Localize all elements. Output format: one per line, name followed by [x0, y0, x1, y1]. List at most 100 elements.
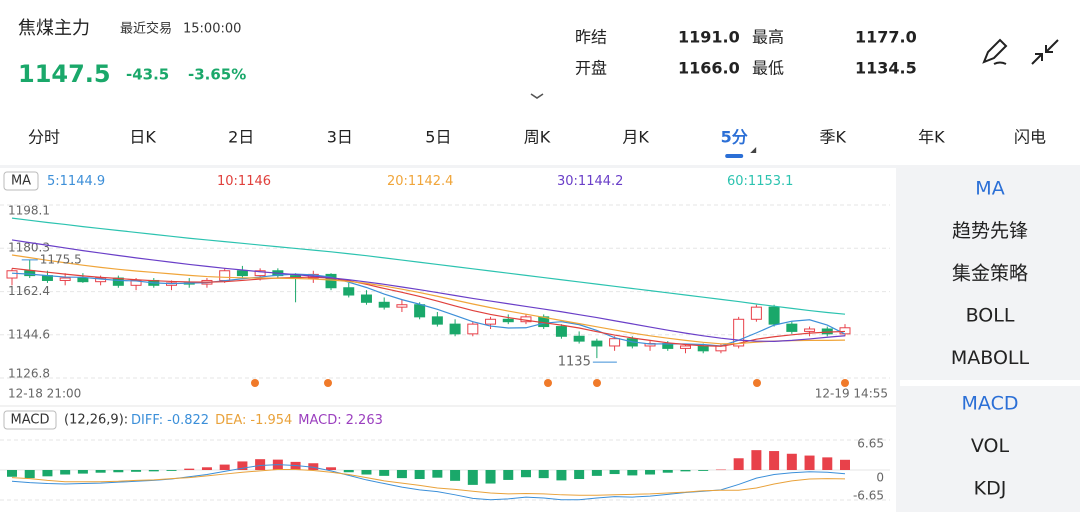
macd-bar: [326, 467, 337, 470]
indicator-option[interactable]: KDJ: [974, 477, 1007, 499]
period-tab[interactable]: 分时: [28, 128, 60, 147]
macd-bar: [485, 470, 496, 484]
indicator-option[interactable]: MA: [975, 178, 1004, 200]
candle-body: [679, 345, 691, 349]
arrow-in-bottom: [1031, 53, 1043, 65]
candle-body: [786, 323, 798, 332]
macd-bar: [184, 468, 195, 470]
legend-value: -0.822: [167, 413, 209, 428]
period-tab[interactable]: 年K: [918, 128, 945, 147]
candle-body: [219, 270, 231, 281]
stat-label: 最高: [752, 28, 784, 47]
macd-bar: [467, 470, 478, 485]
candle-body: [431, 316, 443, 325]
indicator-option[interactable]: 集金策略: [952, 262, 1028, 284]
macd-bar: [432, 470, 443, 478]
macd-bar: [219, 464, 230, 470]
pen-shape: [982, 38, 1008, 64]
tab-dropdown: [750, 147, 757, 153]
pen-stroke: [993, 61, 1007, 65]
legend-name: DIFF:: [131, 413, 163, 428]
price-change: -43.5: [126, 66, 169, 84]
macd-bar: [308, 463, 319, 470]
period-tab[interactable]: 日K: [129, 128, 156, 147]
legend-name: 5:: [47, 174, 60, 189]
stat-value: 1134.5: [855, 59, 917, 78]
macd-bar: [201, 467, 212, 470]
macd-bar: [645, 470, 656, 475]
macd-bar: [60, 470, 71, 475]
indicator-option[interactable]: VOL: [971, 435, 1010, 457]
macd-bar: [166, 470, 177, 471]
candle-body: [573, 335, 585, 342]
indicator-option[interactable]: 趋势先锋: [952, 220, 1028, 242]
indicator-option[interactable]: BOLL: [966, 305, 1015, 327]
legend-value: 1146: [238, 174, 271, 189]
candle-body: [804, 328, 816, 332]
status-label: 最近交易: [120, 21, 172, 37]
macd-bar: [733, 458, 744, 470]
candle-body: [396, 304, 408, 308]
ma-line: [11, 217, 846, 315]
last-price: 1147.5: [18, 60, 111, 88]
macd-bar: [7, 470, 17, 477]
macd-bar: [840, 459, 850, 470]
macd-bar: [131, 470, 142, 472]
macd-bar: [609, 470, 620, 475]
legend-value: 2.263: [346, 413, 383, 428]
x-start-label: 12-18 21:00: [8, 387, 81, 401]
candle-body: [360, 294, 372, 303]
macd-bar: [520, 470, 531, 478]
macd-bar: [715, 469, 726, 471]
candle-body: [591, 340, 603, 347]
macd-bar: [769, 451, 780, 470]
macd-bar: [538, 470, 549, 479]
legend-value: 1144.9: [60, 174, 106, 189]
stat-value: 1166.0: [678, 59, 740, 78]
y-tick-label: 1198.1: [8, 204, 50, 218]
legend-name: 30:: [557, 174, 578, 189]
ma-line: [11, 267, 846, 347]
event-dot: [593, 379, 601, 387]
period-tab[interactable]: 5日: [425, 128, 451, 147]
macd-bar: [804, 455, 815, 470]
event-dot: [251, 379, 259, 387]
period-tab[interactable]: 季K: [820, 128, 847, 147]
candle-body: [750, 306, 762, 320]
legend-tag-box: [3, 410, 57, 430]
low-marker: 1135: [558, 355, 591, 370]
collapse-icon[interactable]: [1031, 39, 1059, 65]
expand-chevron[interactable]: [530, 93, 544, 99]
macd-bar: [822, 457, 833, 470]
contract-name: 焦煤主力: [18, 18, 90, 39]
macd-bar: [503, 470, 514, 480]
legend-entry: 30:1144.2: [557, 174, 623, 189]
event-dot: [753, 379, 761, 387]
y-tick-label: -6.65: [853, 489, 884, 503]
edit-icon[interactable]: [982, 38, 1008, 65]
period-tab[interactable]: 2日: [228, 128, 254, 147]
macd-bar: [24, 470, 35, 479]
period-tab[interactable]: 3日: [327, 128, 353, 147]
candle-body: [768, 306, 780, 325]
legend-tag: MACD: [11, 413, 50, 428]
legend-entry: 5:1144.9: [47, 174, 105, 189]
period-tab[interactable]: 月K: [622, 128, 649, 147]
stat-label: 昨结: [575, 28, 607, 47]
indicator-option[interactable]: MABOLL: [951, 347, 1030, 369]
indicator-option[interactable]: MACD: [962, 393, 1019, 415]
period-tab[interactable]: 5分: [721, 128, 748, 147]
period-tab[interactable]: 闪电: [1014, 128, 1046, 147]
legend-value: 1144.2: [578, 174, 624, 189]
legend-name: 60:: [727, 174, 748, 189]
legend-value: -1.954: [250, 413, 292, 428]
legend-name: 10:: [217, 174, 238, 189]
tab-underline: [725, 154, 744, 158]
candle-body: [6, 270, 18, 279]
candle-body: [77, 277, 89, 283]
macd-bar: [148, 470, 159, 472]
period-tab[interactable]: 周K: [524, 128, 551, 147]
legend-name: MACD:: [298, 413, 341, 428]
event-markers: [251, 379, 849, 387]
